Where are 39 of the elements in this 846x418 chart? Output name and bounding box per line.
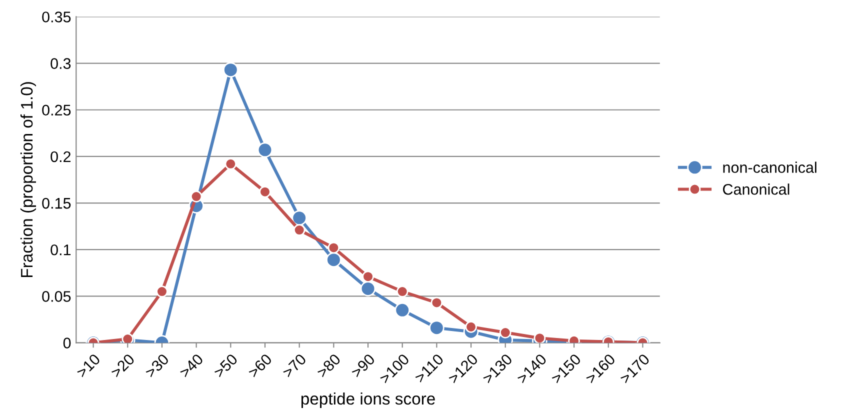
legend-label: non-canonical — [723, 162, 816, 173]
point — [326, 252, 342, 268]
point — [292, 210, 307, 226]
point — [190, 190, 202, 202]
legend-label: Canonical — [723, 184, 790, 195]
x-tick-label: >20 — [110, 353, 136, 378]
point — [465, 321, 477, 333]
x-axis-title: peptide ions score — [301, 392, 435, 408]
x-tick-label: >10 — [76, 353, 101, 378]
y-axis-title: Fraction (proportion of 1.0) — [20, 82, 36, 278]
x-tick-label: >70 — [282, 353, 307, 378]
point — [394, 302, 410, 318]
y-tick-label: 0.05 — [42, 291, 71, 302]
y-tick-label: 0.3 — [50, 58, 71, 69]
y-tick-label: 0.2 — [50, 151, 71, 162]
x-tick-label: >50 — [213, 353, 238, 378]
point — [223, 62, 238, 78]
point — [430, 296, 443, 309]
y-tick-label: 0.35 — [42, 12, 71, 22]
point — [257, 142, 273, 158]
y-tick-label: 0.1 — [50, 244, 71, 256]
point — [499, 326, 512, 338]
point — [156, 286, 168, 298]
x-tick-label: >40 — [178, 353, 204, 378]
point — [429, 320, 444, 336]
point — [293, 224, 306, 236]
point — [362, 270, 374, 283]
x-tick-label: >60 — [247, 353, 273, 378]
x-tick-label: >90 — [350, 353, 376, 378]
point — [328, 242, 340, 254]
point — [224, 158, 237, 170]
y-tick-label: 0.15 — [42, 198, 71, 209]
point — [259, 186, 271, 198]
point — [360, 281, 376, 296]
x-tick-label: >80 — [316, 353, 342, 378]
x-tick-label: >30 — [144, 353, 170, 378]
point — [396, 286, 408, 298]
y-tick-label: 0.25 — [42, 104, 71, 116]
y-tick-label: 0 — [63, 338, 71, 348]
